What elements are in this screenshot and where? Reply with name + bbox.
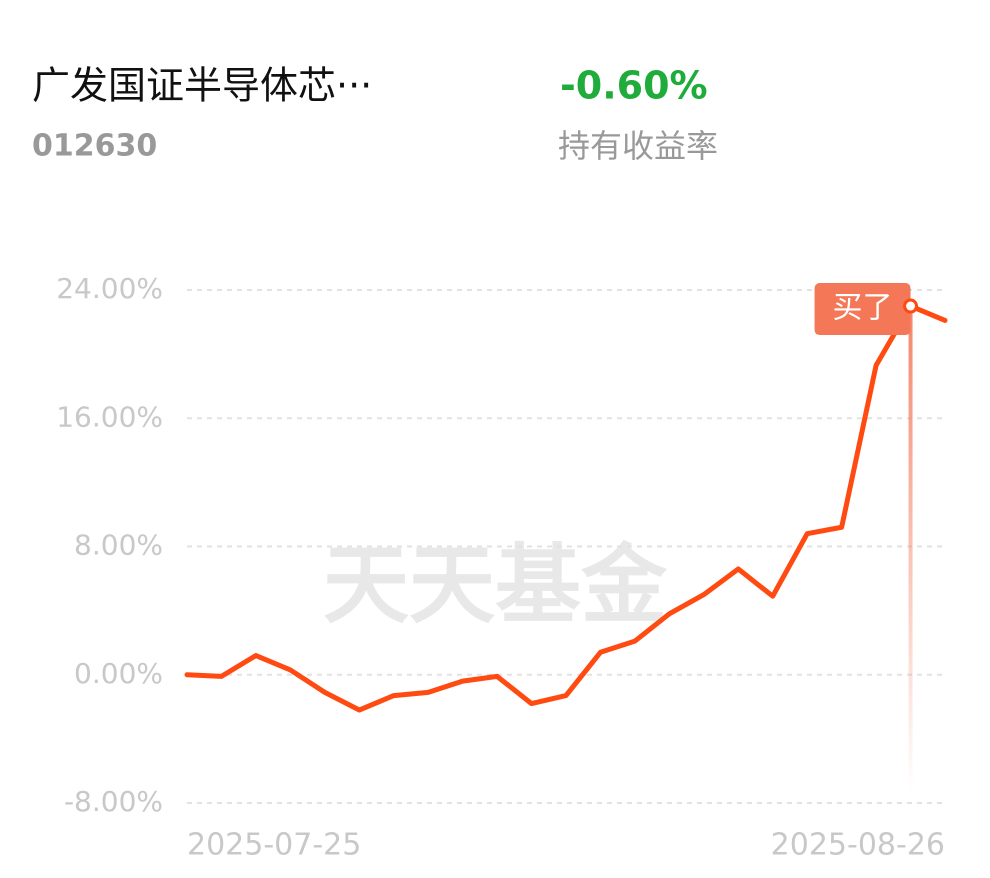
y-tick-label: 16.00%: [56, 400, 163, 433]
holding-return: -0.60%: [560, 64, 708, 108]
y-tick-label: 0.00%: [74, 657, 163, 690]
holding-return-label: 持有收益率: [558, 127, 718, 165]
fund-code: 012630: [32, 129, 157, 164]
fund-title: 广发国证半导体芯···: [32, 64, 372, 108]
x-tick-label: 2025-08-26: [771, 828, 945, 863]
x-tick-label: 2025-07-25: [187, 828, 361, 863]
buy-label-box: [814, 283, 911, 336]
series-line: [184, 303, 948, 713]
watermark: 天天基金: [323, 535, 668, 636]
buy-label: 买了: [833, 291, 893, 326]
buy-guide-line: [908, 306, 913, 795]
buy-point: [903, 298, 919, 314]
y-tick-label: 8.00%: [74, 529, 163, 562]
y-tick-label: -8.00%: [64, 785, 163, 818]
y-tick-label: 24.00%: [56, 272, 163, 305]
